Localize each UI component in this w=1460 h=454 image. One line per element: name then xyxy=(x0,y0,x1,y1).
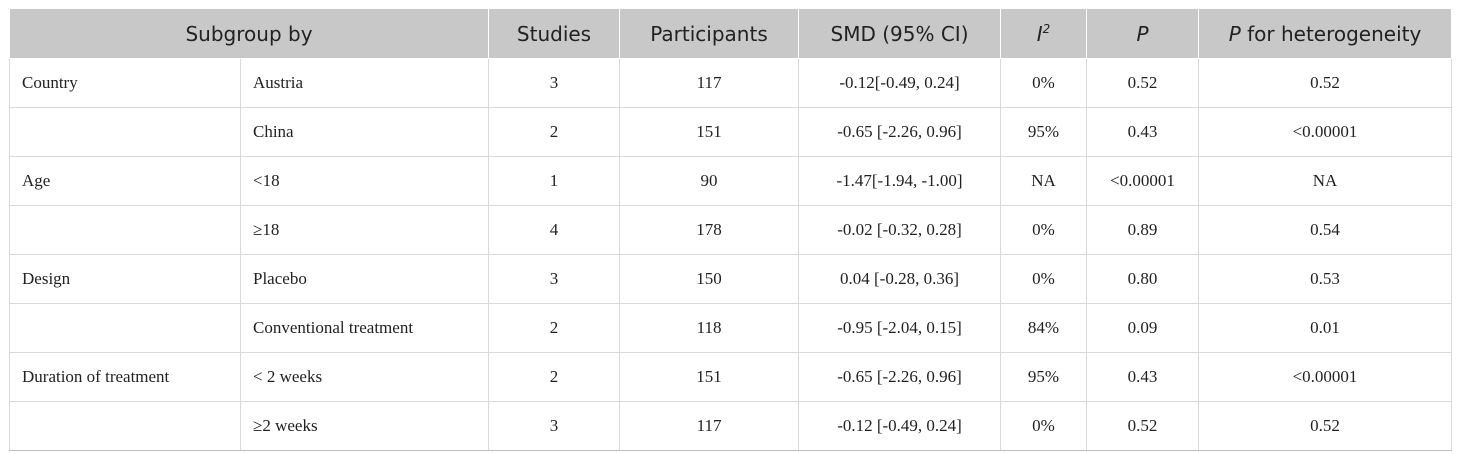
table-row: ≥2 weeks 3 117 -0.12 [-0.49, 0.24] 0% 0.52 0.5… xyxy=(9,401,1453,451)
cell-group: Duration of treatment xyxy=(9,352,241,402)
cell-smd: -0.12 [-0.49, 0.24] xyxy=(798,401,1002,451)
cell-participants: 117 xyxy=(619,401,800,451)
cell-participants: 178 xyxy=(619,205,800,255)
header-participants: Participants xyxy=(619,9,800,59)
table-row: Conventional treatment 2 118 -0.95 [-2.04, … xyxy=(9,303,1453,353)
cell-studies: 4 xyxy=(488,205,621,255)
cell-studies: 2 xyxy=(488,107,621,157)
cell-subgroup: Conventional treatment xyxy=(239,303,490,353)
cell-group xyxy=(9,303,241,353)
header-p: P xyxy=(1086,9,1200,59)
cell-i-squared: 0% xyxy=(1000,205,1088,255)
table-row: Country Austria 3 117 -0.12[-0.49, 0.24] 0% 0.… xyxy=(9,58,1453,108)
table-body: Country Austria 3 117 -0.12[-0.49, 0.24] 0% 0.… xyxy=(9,58,1453,451)
table-row: Design Placebo 3 150 0.04 [-0.28, 0.36] 0% 0.8… xyxy=(9,254,1453,304)
cell-participants: 117 xyxy=(619,58,800,108)
cell-group: Age xyxy=(9,156,241,206)
header-i-squared-base: I xyxy=(1036,21,1043,46)
cell-p: 0.43 xyxy=(1086,107,1200,157)
cell-studies: 2 xyxy=(488,352,621,402)
header-subgroup-by: Subgroup by xyxy=(8,9,490,59)
header-p-heterogeneity: P for heterogeneity xyxy=(1198,9,1453,59)
cell-participants: 150 xyxy=(619,254,800,304)
cell-p-heterogeneity: 0.53 xyxy=(1198,254,1453,304)
header-studies: Studies xyxy=(488,9,621,59)
cell-studies: 3 xyxy=(488,254,621,304)
header-p-heterogeneity-p: P xyxy=(1228,21,1241,46)
cell-participants: 118 xyxy=(619,303,800,353)
cell-studies: 3 xyxy=(488,401,621,451)
cell-p-heterogeneity: <0.00001 xyxy=(1198,352,1453,402)
header-p-heterogeneity-label: for heterogeneity xyxy=(1240,21,1422,46)
cell-i-squared: 0% xyxy=(1000,401,1088,451)
cell-subgroup: China xyxy=(239,107,490,157)
cell-p-heterogeneity: 0.01 xyxy=(1198,303,1453,353)
table-row: China 2 151 -0.65 [-2.26, 0.96] 95% 0.43 <0.00… xyxy=(9,107,1453,157)
cell-subgroup: ≥18 xyxy=(239,205,490,255)
cell-i-squared: 0% xyxy=(1000,58,1088,108)
cell-subgroup: Placebo xyxy=(239,254,490,304)
cell-studies: 3 xyxy=(488,58,621,108)
cell-smd: -0.65 [-2.26, 0.96] xyxy=(798,107,1002,157)
cell-p: <0.00001 xyxy=(1086,156,1200,206)
table-row: ≥18 4 178 -0.02 [-0.32, 0.28] 0% 0.89 0.54 xyxy=(9,205,1453,255)
cell-p: 0.43 xyxy=(1086,352,1200,402)
cell-p: 0.52 xyxy=(1086,401,1200,451)
cell-studies: 1 xyxy=(488,156,621,206)
cell-smd: -0.12[-0.49, 0.24] xyxy=(798,58,1002,108)
cell-subgroup: ≥2 weeks xyxy=(239,401,490,451)
cell-smd: -0.02 [-0.32, 0.28] xyxy=(798,205,1002,255)
cell-participants: 151 xyxy=(619,107,800,157)
cell-group xyxy=(9,401,241,451)
header-i-squared: I2 xyxy=(1000,9,1088,59)
subgroup-analysis-table: Subgroup by Studies Participants SMD (95… xyxy=(8,9,1453,451)
header-smd: SMD (95% CI) xyxy=(798,9,1002,59)
cell-i-squared: NA xyxy=(1000,156,1088,206)
cell-participants: 151 xyxy=(619,352,800,402)
cell-p-heterogeneity: NA xyxy=(1198,156,1453,206)
cell-p: 0.09 xyxy=(1086,303,1200,353)
cell-group xyxy=(9,107,241,157)
cell-group xyxy=(9,205,241,255)
cell-subgroup: <18 xyxy=(239,156,490,206)
cell-i-squared: 95% xyxy=(1000,107,1088,157)
table-header: Subgroup by Studies Participants SMD (95… xyxy=(8,9,1453,59)
cell-studies: 2 xyxy=(488,303,621,353)
cell-p-heterogeneity: <0.00001 xyxy=(1198,107,1453,157)
cell-i-squared: 84% xyxy=(1000,303,1088,353)
table-row: Age <18 1 90 -1.47[-1.94, -1.00] NA <0.00001 NA xyxy=(9,156,1453,206)
cell-p: 0.89 xyxy=(1086,205,1200,255)
cell-smd: -0.95 [-2.04, 0.15] xyxy=(798,303,1002,353)
cell-p: 0.52 xyxy=(1086,58,1200,108)
cell-subgroup: Austria xyxy=(239,58,490,108)
header-row: Subgroup by Studies Participants SMD (95… xyxy=(8,9,1453,59)
cell-p: 0.80 xyxy=(1086,254,1200,304)
cell-smd: -1.47[-1.94, -1.00] xyxy=(798,156,1002,206)
cell-i-squared: 95% xyxy=(1000,352,1088,402)
cell-smd: -0.65 [-2.26, 0.96] xyxy=(798,352,1002,402)
header-i-squared-exponent: 2 xyxy=(1042,21,1051,36)
cell-p-heterogeneity: 0.54 xyxy=(1198,205,1453,255)
cell-i-squared: 0% xyxy=(1000,254,1088,304)
cell-group: Design xyxy=(9,254,241,304)
cell-subgroup: < 2 weeks xyxy=(239,352,490,402)
cell-participants: 90 xyxy=(619,156,800,206)
table-row: Duration of treatment < 2 weeks 2 151 -0.65 … xyxy=(9,352,1453,402)
cell-p-heterogeneity: 0.52 xyxy=(1198,58,1453,108)
cell-smd: 0.04 [-0.28, 0.36] xyxy=(798,254,1002,304)
cell-p-heterogeneity: 0.52 xyxy=(1198,401,1453,451)
cell-group: Country xyxy=(9,58,241,108)
